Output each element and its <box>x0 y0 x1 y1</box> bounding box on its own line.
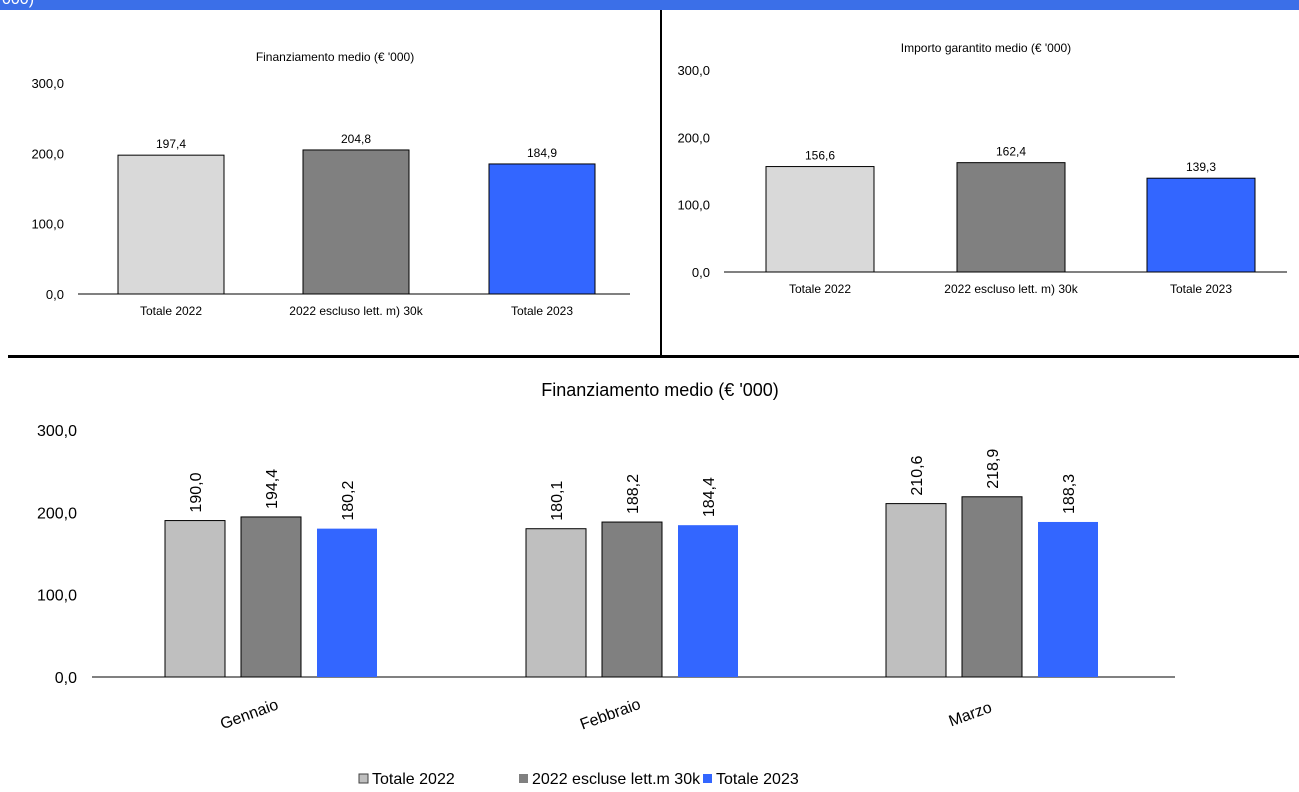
data-label: 210,6 <box>909 455 926 495</box>
bar <box>525 528 587 678</box>
data-label: 204,8 <box>341 132 371 146</box>
y-tick-label: 300,0 <box>677 63 710 78</box>
bar <box>240 516 302 678</box>
category-label: Totale 2023 <box>511 304 573 318</box>
bar <box>601 521 663 678</box>
y-tick-label: 100,0 <box>31 217 64 232</box>
data-label: 162,4 <box>996 145 1026 159</box>
data-label: 180,2 <box>340 480 357 520</box>
y-tick-label: 100,0 <box>37 588 77 605</box>
data-label: 197,4 <box>156 137 186 151</box>
bar <box>1146 177 1256 273</box>
bar <box>117 154 225 295</box>
category-label: Totale 2022 <box>140 304 202 318</box>
y-tick-label: 100,0 <box>677 198 710 213</box>
chart-title: Finanziamento medio (€ '000) <box>256 50 414 64</box>
data-label: 218,9 <box>985 449 1002 489</box>
bar <box>1038 521 1098 677</box>
bar <box>956 162 1066 273</box>
legend-label: Totale 2022 <box>372 771 455 788</box>
category-label: Totale 2023 <box>1170 282 1232 296</box>
header-cut-text: 000) <box>2 0 34 9</box>
y-tick-label: 200,0 <box>677 130 710 145</box>
bar <box>302 149 410 295</box>
legend-label: 2022 escluse lett.m 30k <box>532 771 701 788</box>
data-label: 190,0 <box>188 472 205 512</box>
bar <box>164 520 226 678</box>
data-label: 194,4 <box>264 469 281 509</box>
chart-importo-garantito: Importo garantito medio (€ '000) 0,0 100,0… <box>677 41 1287 296</box>
data-label: 184,9 <box>527 146 557 160</box>
category-label: Totale 2022 <box>789 282 851 296</box>
data-label: 188,2 <box>625 474 642 514</box>
bar <box>678 525 738 677</box>
category-label: 2022 escluso lett. m) 30k <box>944 282 1078 296</box>
category-label: 2022 escluso lett. m) 30k <box>289 304 423 318</box>
data-label: 180,1 <box>549 481 566 521</box>
category-label: Febbraio <box>578 696 643 734</box>
chart-finanziamento-mensile: Finanziamento medio (€ '000) 0,0 100,0 200,… <box>37 380 1175 788</box>
legend-swatch <box>703 774 712 783</box>
legend-swatch <box>519 774 528 783</box>
header-bar: 000) <box>0 0 1299 10</box>
legend-label: Totale 2023 <box>716 771 799 788</box>
category-label: Marzo <box>947 699 995 730</box>
chart-finanziamento-totale: Finanziamento medio (€ '000) 0,0 100,0 200,… <box>31 50 630 318</box>
data-label: 139,3 <box>1186 160 1216 174</box>
vertical-divider <box>660 10 662 356</box>
bar <box>317 528 377 677</box>
y-tick-label: 200,0 <box>37 505 77 522</box>
legend-swatch <box>358 773 369 784</box>
horizontal-divider <box>8 355 1299 358</box>
y-tick-label: 200,0 <box>31 146 64 161</box>
y-tick-label: 0,0 <box>692 265 710 280</box>
y-tick-label: 300,0 <box>31 76 64 91</box>
data-label: 188,3 <box>1061 474 1078 514</box>
bar <box>488 163 596 295</box>
y-tick-label: 300,0 <box>37 423 77 440</box>
chart-title: Importo garantito medio (€ '000) <box>901 41 1071 55</box>
y-tick-label: 0,0 <box>55 670 77 687</box>
data-label: 156,6 <box>805 149 835 163</box>
bar <box>961 496 1023 678</box>
bar <box>885 503 947 678</box>
category-label: Gennaio <box>218 696 281 733</box>
y-tick-label: 0,0 <box>46 287 64 302</box>
chart-title: Finanziamento medio (€ '000) <box>541 380 779 400</box>
bar <box>765 166 875 273</box>
data-label: 184,4 <box>701 477 718 517</box>
